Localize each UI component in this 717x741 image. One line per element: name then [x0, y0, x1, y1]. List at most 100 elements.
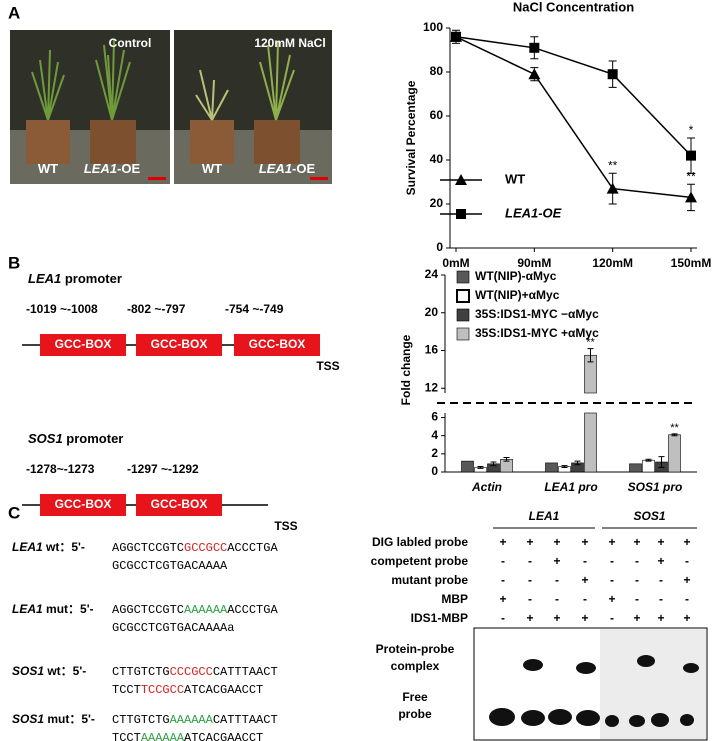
photo-control	[10, 30, 170, 184]
sequence-segment: CCCGCC	[170, 665, 213, 679]
error-bar	[658, 456, 665, 468]
box-position: -1278~-1273	[26, 462, 95, 476]
y-tick-label: 60	[430, 108, 444, 122]
lane-sign: +	[581, 573, 588, 587]
series-line	[455, 36, 692, 199]
row-label: competent probe	[371, 554, 469, 568]
sequence-gene: SOS1	[12, 664, 44, 678]
lane-sign: +	[608, 535, 615, 549]
lane-sign: -	[501, 611, 505, 625]
marker	[607, 69, 618, 80]
sequence-line: CTTGTCTGCCCGCCCATTTAACT	[112, 665, 278, 679]
x-tick-label: SOS1 pro	[628, 480, 683, 494]
gcc-box-label: GCC-BOX	[151, 337, 208, 351]
sequence-gene: SOS1	[12, 712, 44, 726]
sequence-label: SOS1 wt：5'-	[12, 664, 86, 678]
label-suffix: -OE	[117, 161, 140, 176]
marker	[606, 182, 619, 194]
sequence-tag: wt：5'-	[44, 664, 86, 678]
x-tick-label: 120mM	[592, 256, 633, 270]
marker	[529, 42, 540, 53]
lane-sign: -	[501, 554, 505, 568]
sequence-segment: AGGCTCCGTC	[112, 541, 184, 555]
legend-marker	[456, 209, 466, 219]
y-tick-label: 2	[431, 446, 438, 460]
y-tick-label: 80	[430, 64, 444, 78]
lane-sign: +	[499, 592, 506, 606]
sequence-segment: ACCCTGA	[227, 603, 278, 617]
lane-sign: -	[685, 592, 689, 606]
gcc-box	[40, 334, 126, 356]
lane-sign: -	[685, 554, 689, 568]
lane-sign: +	[657, 611, 664, 625]
photo-label: WT	[202, 161, 222, 176]
lane-sign: -	[583, 592, 587, 606]
gcc-box-label: GCC-BOX	[55, 337, 112, 351]
gcc-box-label: GCC-BOX	[151, 497, 208, 511]
y-tick-label: 0	[431, 464, 438, 478]
legend-swatch	[456, 270, 470, 284]
sequence-segment: GCCGCC	[184, 541, 227, 555]
lane-sign: +	[608, 592, 615, 606]
sequence-segment: AAAAAA	[184, 603, 228, 617]
panel-label: B	[8, 253, 20, 272]
significance: **	[686, 169, 696, 183]
lane-sign: +	[553, 554, 560, 568]
y-tick-label: 100	[423, 20, 443, 34]
gel	[473, 627, 708, 741]
label-gene: LEA1	[84, 161, 117, 176]
lane-sign: +	[657, 554, 664, 568]
promoter-suffix: promoter	[63, 431, 124, 446]
bar	[629, 463, 642, 473]
panel-label: A	[8, 3, 20, 22]
promoter-suffix: promoter	[61, 271, 122, 286]
y-tick-label: 16	[425, 343, 439, 357]
lane-sign: +	[526, 535, 533, 549]
lane-sign: -	[528, 573, 532, 587]
bar	[642, 459, 655, 473]
sequence-segment: ATCACGAACCT	[184, 683, 263, 697]
gel-label: Protein-probe	[376, 642, 455, 656]
sequence-segment: TCCT	[112, 731, 141, 741]
gel-label: Free	[402, 690, 428, 704]
gcc-box-label: GCC-BOX	[55, 497, 112, 511]
sequence-label: LEA1 wt：5'-	[12, 540, 85, 554]
series-line	[455, 36, 692, 157]
sequence-segment: AAAAAA	[170, 713, 214, 727]
lane-sign: -	[635, 592, 639, 606]
x-tick-label: 0mM	[442, 256, 469, 270]
sequence-line: CTTGTCTGAAAAAACATTTAACT	[112, 713, 278, 727]
lane-sign: +	[633, 611, 640, 625]
lane-sign: -	[659, 592, 663, 606]
legend-swatch	[456, 327, 470, 341]
lane-sign: +	[633, 535, 640, 549]
bar	[584, 412, 597, 473]
sequence-gene: LEA1	[12, 540, 43, 554]
y-tick-label: 20	[425, 305, 439, 319]
bar	[668, 434, 681, 473]
gcc-box	[234, 334, 320, 356]
y-tick-label: 4	[431, 428, 438, 442]
significance: **	[608, 158, 618, 172]
lane-group: LEA1	[529, 509, 560, 523]
sequence-segment: TCCGCC	[141, 683, 184, 697]
lane-sign: -	[610, 554, 614, 568]
marker	[685, 191, 697, 203]
box-position: -754 ~-749	[225, 302, 284, 316]
gcc-box	[136, 334, 222, 356]
promoter-gene: SOS1	[28, 431, 63, 446]
sequence-segment: CATTTAACT	[213, 665, 278, 679]
x-tick-label: Actin	[471, 480, 502, 494]
lane-sign: +	[683, 611, 690, 625]
sequence-segment: GCGCCTCGTGACAAAAa	[112, 621, 234, 635]
error-bar	[574, 460, 581, 466]
y-tick-label: 24	[425, 267, 439, 281]
lane-sign: +	[553, 535, 560, 549]
lane-group: SOS1	[633, 509, 665, 523]
sequence-label: SOS1 mut：5'-	[12, 712, 95, 726]
sequence-segment: AGGCTCCGTC	[112, 603, 184, 617]
label-gene: LEA1	[259, 161, 292, 176]
significance: *	[689, 123, 694, 137]
legend-marker	[455, 174, 467, 185]
error-bar	[490, 461, 497, 467]
